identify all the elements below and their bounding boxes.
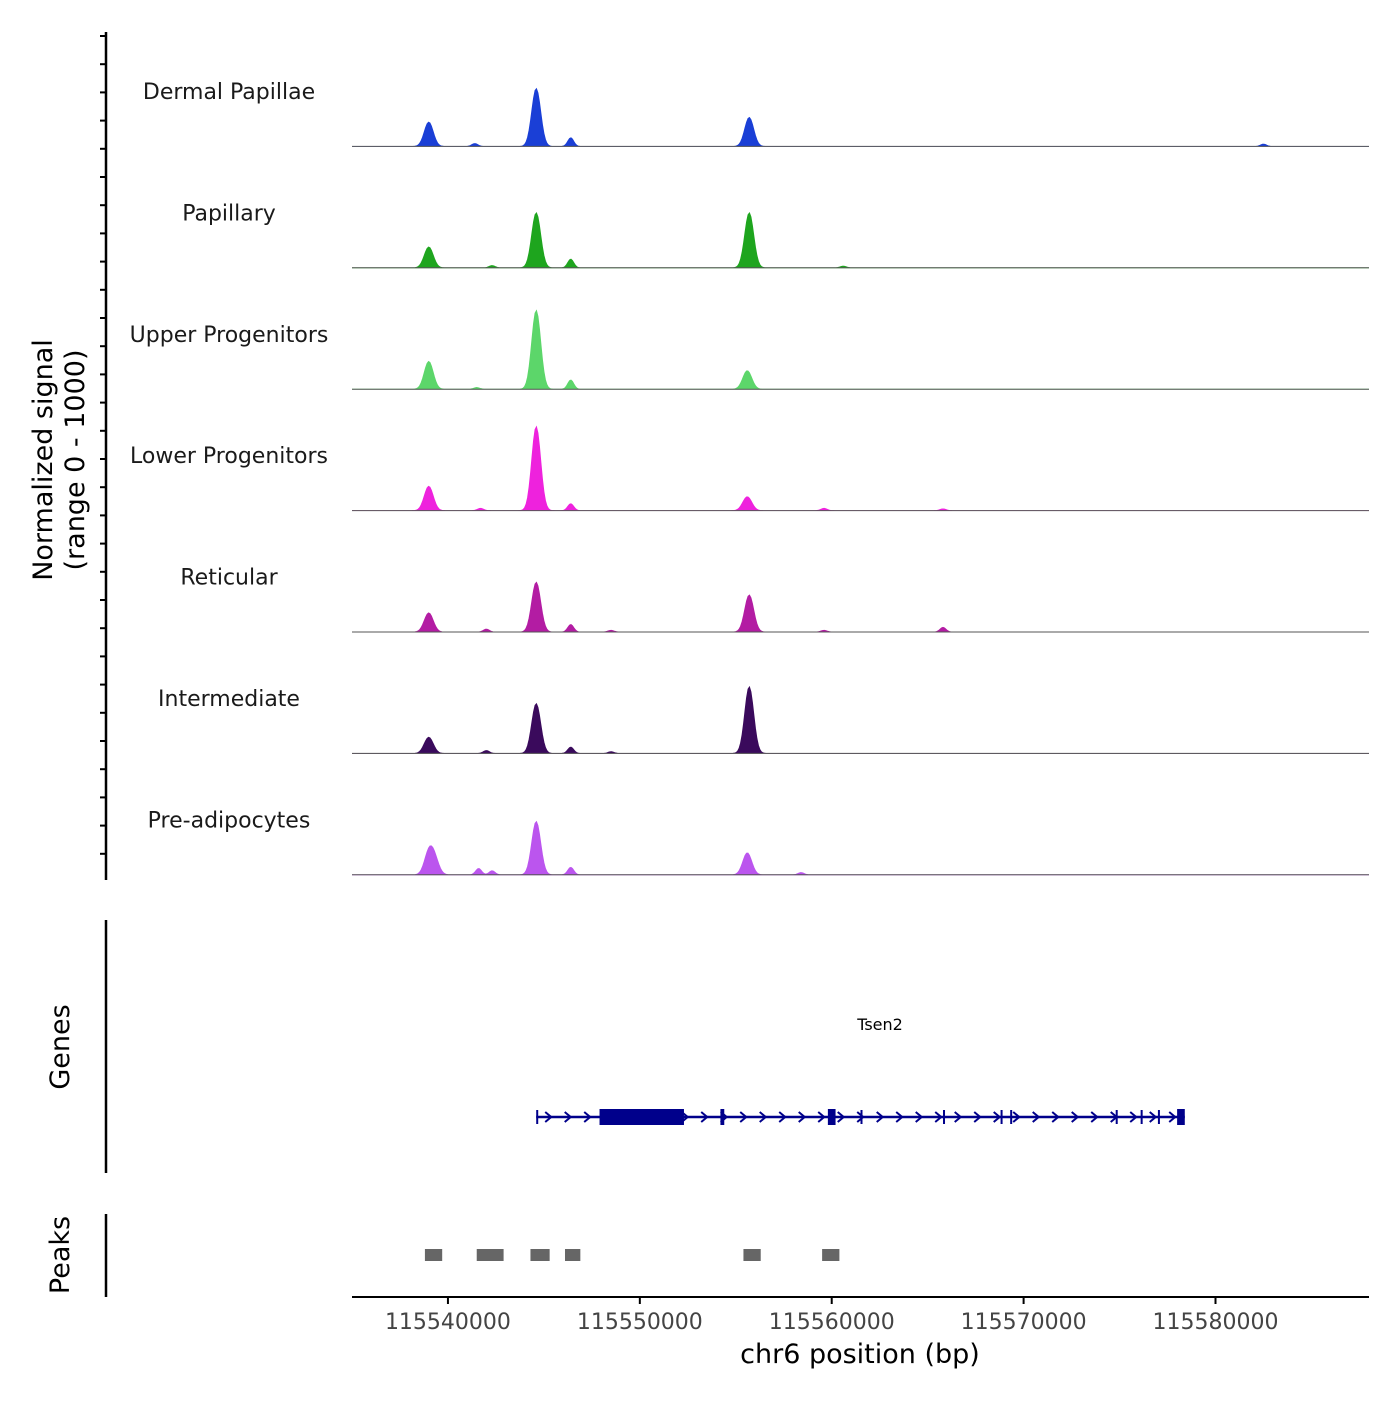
track-label: Dermal Papillae [143, 80, 315, 105]
signal-area [352, 87, 1369, 147]
signal-area [352, 212, 1369, 269]
strand-arrow-icon [837, 1111, 846, 1123]
gene-exon [943, 1110, 946, 1124]
track-label: Pre-adipocytes [148, 808, 311, 833]
peak-region [424, 1249, 443, 1261]
gene-exon [1177, 1109, 1185, 1125]
track-upper-progenitors: Upper Progenitors [130, 309, 1369, 390]
gene-exon [536, 1110, 539, 1124]
strand-arrow-icon [583, 1111, 592, 1123]
strand-arrow-icon [1168, 1111, 1177, 1123]
strand-arrow-icon [954, 1111, 963, 1123]
peak-region [822, 1249, 840, 1261]
gene-exon [1010, 1110, 1013, 1124]
x-tick-label: 115580000 [1152, 1310, 1278, 1335]
gene-exon [720, 1109, 725, 1125]
strand-arrow-icon [1071, 1111, 1080, 1123]
gene-exon [1140, 1110, 1143, 1124]
coverage-tracks: Dermal Papillae Papillary Upper Progenitor… [130, 80, 1369, 876]
signal-area [352, 581, 1369, 633]
x-tick-label: 115570000 [961, 1310, 1087, 1335]
track-label: Lower Progenitors [130, 444, 328, 469]
track-papillary: Papillary [182, 201, 1369, 269]
strand-arrow-icon [1012, 1111, 1021, 1123]
y-axis-title-line1: Normalized signal [28, 339, 59, 581]
track-label: Papillary [182, 201, 276, 226]
x-tick-label: 115550000 [577, 1310, 703, 1335]
x-tick-label: 115540000 [385, 1310, 511, 1335]
peak-region [743, 1249, 761, 1261]
signal-y-ticks [100, 35, 106, 855]
track-lower-progenitors: Lower Progenitors [130, 425, 1369, 512]
strand-arrow-icon [544, 1111, 553, 1123]
gene-exon [1000, 1110, 1003, 1124]
strand-arrow-icon [1032, 1111, 1041, 1123]
strand-arrow-icon [1090, 1111, 1099, 1123]
strand-arrow-icon [993, 1111, 1002, 1123]
signal-area [352, 425, 1369, 511]
signal-area [352, 685, 1369, 754]
gene-exon [827, 1109, 836, 1125]
peak-regions [424, 1249, 840, 1261]
strand-arrow-icon [778, 1111, 787, 1123]
peak-region [564, 1249, 581, 1261]
gene-exon [1115, 1110, 1118, 1124]
strand-arrow-icon [759, 1111, 768, 1123]
gene-name-label: Tsen2 [856, 1015, 903, 1034]
strand-arrow-icon [934, 1111, 943, 1123]
strand-arrow-icon [1051, 1111, 1060, 1123]
strand-arrow-icon [1129, 1111, 1138, 1123]
track-pre-adipocytes: Pre-adipocytes [148, 808, 1369, 876]
track-reticular: Reticular [180, 566, 1369, 633]
y-axis-title-line2: (range 0 - 1000) [60, 350, 91, 571]
strand-arrow-icon [973, 1111, 982, 1123]
strand-arrow-icon [700, 1111, 709, 1123]
track-label: Reticular [180, 566, 278, 591]
strand-arrow-icon [817, 1111, 826, 1123]
gene-exon [599, 1109, 684, 1125]
signal-area [352, 309, 1369, 390]
x-tick-label: 115560000 [769, 1310, 895, 1335]
track-label: Intermediate [158, 687, 300, 712]
strand-arrow-icon [876, 1111, 885, 1123]
x-axis-ticks: 115540000 115550000 115560000 115570000 1155… [385, 1297, 1278, 1335]
track-dermal-papillae: Dermal Papillae [143, 80, 1369, 147]
strand-arrow-icon [1149, 1111, 1158, 1123]
strand-arrow-icon [895, 1111, 904, 1123]
peaks-panel-label: Peaks [45, 1216, 76, 1294]
signal-area [352, 820, 1369, 876]
strand-arrow-icon [798, 1111, 807, 1123]
gene-model-tsen2 [536, 1109, 1185, 1125]
track-label: Upper Progenitors [130, 323, 329, 348]
strand-arrow-icon [856, 1111, 865, 1123]
gene-exon [860, 1110, 863, 1124]
x-axis-title: chr6 position (bp) [740, 1339, 980, 1370]
track-intermediate: Intermediate [158, 685, 1369, 754]
peak-region [476, 1249, 504, 1261]
gene-exon [1157, 1110, 1160, 1124]
strand-arrow-icon [915, 1111, 924, 1123]
genes-panel-label: Genes [45, 1004, 76, 1089]
peak-region [530, 1249, 550, 1261]
strand-arrow-icon [739, 1111, 748, 1123]
strand-arrow-icon [564, 1111, 573, 1123]
